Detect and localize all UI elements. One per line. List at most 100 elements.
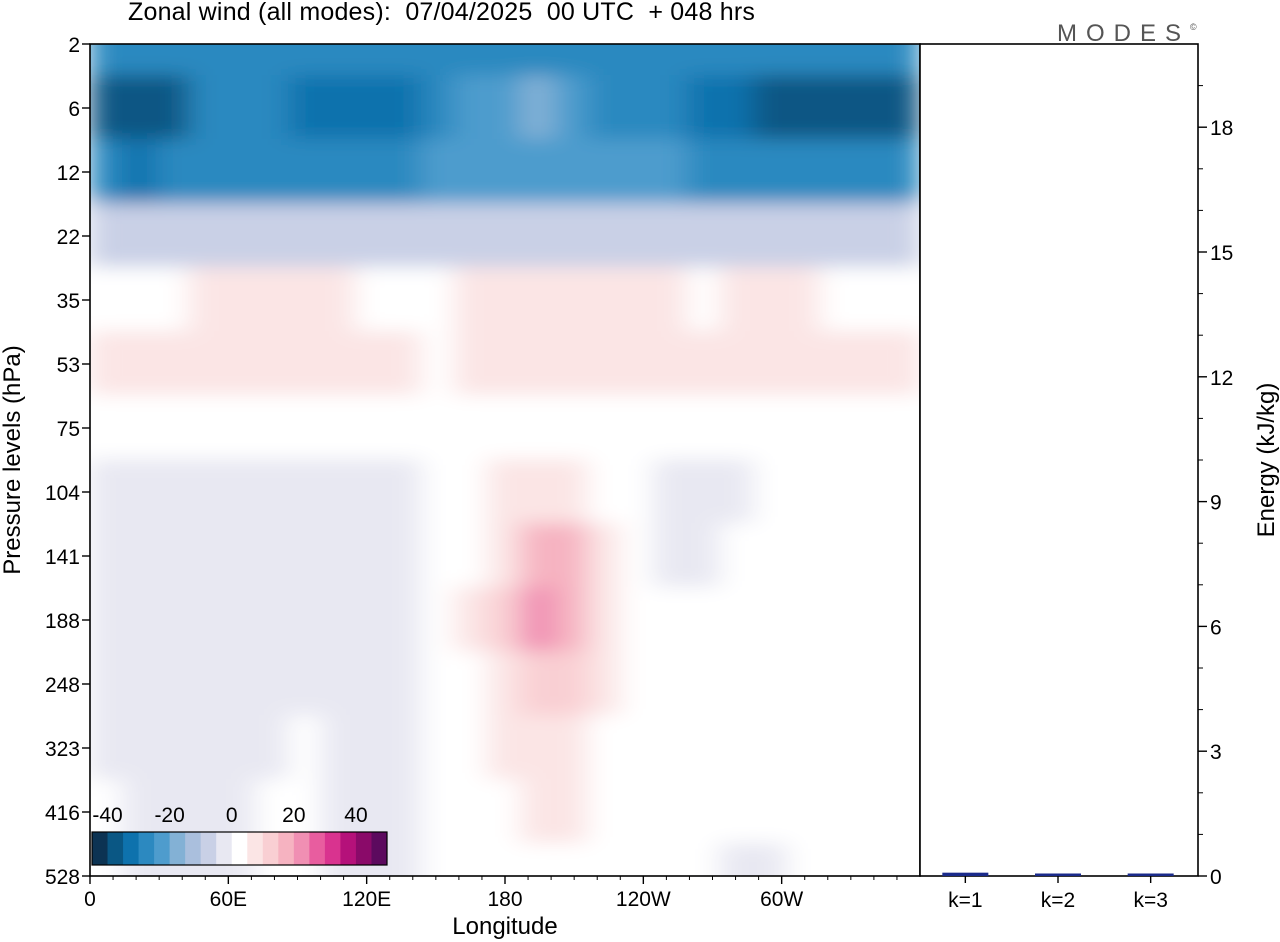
heat-cell (587, 203, 623, 269)
heat-cell (255, 651, 291, 717)
heat-cell (852, 267, 888, 333)
heat-cell (520, 587, 556, 653)
heat-cell (719, 843, 755, 876)
heat-cell (454, 139, 490, 205)
heat-cell (188, 267, 224, 333)
heat-cell (387, 267, 423, 333)
heat-cell (454, 587, 490, 653)
heat-cell (188, 459, 224, 525)
heat-cell (122, 44, 158, 77)
y-tick-label: 12 (57, 162, 80, 185)
heat-cell (122, 395, 158, 461)
heat-cell (255, 459, 291, 525)
heat-cell (852, 843, 888, 876)
bar-category-label: k=3 (1133, 889, 1167, 912)
heat-cell (354, 715, 390, 781)
colorbar-swatch (309, 832, 326, 865)
heat-cell (221, 523, 257, 589)
heat-cell (122, 459, 158, 525)
heat-cell (852, 203, 888, 269)
heat-cell (155, 459, 191, 525)
heat-cell (587, 715, 623, 781)
heat-cell (221, 203, 257, 269)
heat-cell (122, 715, 158, 781)
heat-cell (786, 267, 822, 333)
heat-cell (620, 587, 656, 653)
heat-cell (653, 139, 689, 205)
heat-cell (520, 75, 556, 141)
heat-cell (553, 331, 589, 397)
heat-cell (354, 139, 390, 205)
heat-cell (885, 523, 920, 589)
heat-cell (719, 587, 755, 653)
heat-cell (90, 459, 125, 525)
heat-cell (387, 203, 423, 269)
heat-cell (520, 459, 556, 525)
energy-bar (942, 872, 989, 876)
heat-cell (255, 331, 291, 397)
heat-cell (454, 395, 490, 461)
heat-cell (819, 459, 855, 525)
heat-cell (321, 523, 357, 589)
heat-cell (885, 395, 920, 461)
y-tick-label: 188 (45, 610, 80, 633)
heat-cell (686, 459, 722, 525)
colorbar-swatch (371, 832, 388, 865)
heat-cell (454, 843, 490, 876)
heat-cell (852, 331, 888, 397)
heat-cell (90, 715, 125, 781)
heat-cell (454, 44, 490, 77)
heat-cell (620, 44, 656, 77)
heat-cell (653, 44, 689, 77)
heat-cell (454, 523, 490, 589)
heat-cell (885, 843, 920, 876)
heat-cell (686, 331, 722, 397)
heat-cell (221, 651, 257, 717)
heat-cell (155, 139, 191, 205)
colorbar-swatch (107, 832, 124, 865)
heat-cell (321, 715, 357, 781)
heat-cell (122, 267, 158, 333)
heat-cell (321, 395, 357, 461)
heat-cell (90, 139, 125, 205)
heat-cell (387, 75, 423, 141)
heat-cell (421, 395, 457, 461)
heat-cell (288, 459, 324, 525)
heat-cell (255, 523, 291, 589)
heat-cell (653, 459, 689, 525)
y-tick-label: 6 (68, 98, 80, 121)
x-tick-label: 120E (342, 888, 391, 911)
heat-cell (387, 459, 423, 525)
heat-cell (288, 395, 324, 461)
bar-category-label: k=2 (1041, 889, 1075, 912)
heat-cell (421, 139, 457, 205)
heat-cell (819, 843, 855, 876)
heat-cell (719, 203, 755, 269)
heat-cell (620, 395, 656, 461)
heat-cell (553, 459, 589, 525)
colorbar-label: -40 (92, 804, 122, 827)
heat-cell (620, 715, 656, 781)
x-axis-label: Longitude (452, 913, 557, 940)
heat-cell (354, 523, 390, 589)
colorbar-swatch (200, 832, 217, 865)
heat-cell (587, 843, 623, 876)
heat-cell (421, 44, 457, 77)
heat-cell (686, 587, 722, 653)
heat-cell (753, 843, 789, 876)
heat-cell (819, 267, 855, 333)
heat-cell (421, 75, 457, 141)
heat-cell (620, 75, 656, 141)
heat-cell (487, 75, 523, 141)
heat-cell (553, 203, 589, 269)
heat-cell (686, 715, 722, 781)
heat-cell (587, 587, 623, 653)
heat-cell (188, 395, 224, 461)
heat-cell (122, 331, 158, 397)
heat-cell (221, 715, 257, 781)
heat-cell (719, 523, 755, 589)
modes-logo: MODES© (1057, 20, 1197, 48)
heat-cell (90, 331, 125, 397)
pressure-axis: 2 6 12 22 35 53 75 104 141 188 248 323 416 528 (45, 34, 90, 889)
heat-cell (354, 459, 390, 525)
